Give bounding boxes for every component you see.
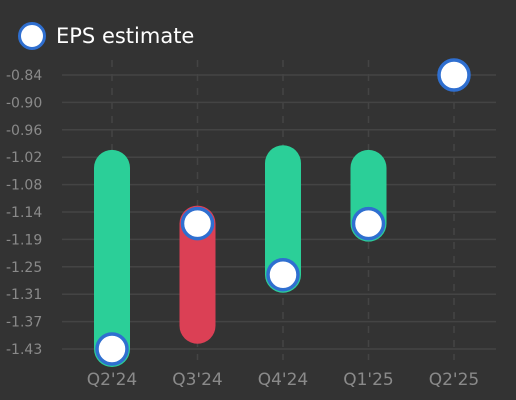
y-tick-label: -1.14 xyxy=(6,205,42,221)
legend-marker-icon xyxy=(18,22,46,50)
y-tick-label: -1.25 xyxy=(6,260,42,276)
legend-label: EPS estimate xyxy=(56,24,195,48)
range-bar xyxy=(265,145,301,293)
eps-point xyxy=(351,206,386,241)
eps-point xyxy=(95,332,129,366)
x-tick-label: Q1'25 xyxy=(343,370,394,390)
eps-point xyxy=(266,257,300,292)
y-tick-label: -1.43 xyxy=(6,342,42,358)
y-tick-label: -0.96 xyxy=(6,123,42,139)
y-tick-label: -1.08 xyxy=(6,178,42,194)
range-bar xyxy=(179,205,216,344)
eps-point xyxy=(180,206,215,241)
y-tick-label: -0.90 xyxy=(6,95,42,111)
y-tick-label: -1.02 xyxy=(6,150,42,166)
y-tick-label: -0.84 xyxy=(6,68,42,84)
x-tick-label: Q3'24 xyxy=(172,370,223,390)
x-tick-label: Q4'24 xyxy=(258,370,309,390)
range-bar xyxy=(94,149,130,367)
y-tick-label: -1.31 xyxy=(6,287,42,303)
x-tick-label: Q2'24 xyxy=(87,370,138,390)
y-tick-label: -1.37 xyxy=(6,315,42,331)
eps-point xyxy=(437,58,471,92)
legend: EPS estimate xyxy=(18,19,194,53)
y-tick-label: -1.19 xyxy=(6,232,42,248)
x-tick-label: Q2'25 xyxy=(429,370,480,390)
